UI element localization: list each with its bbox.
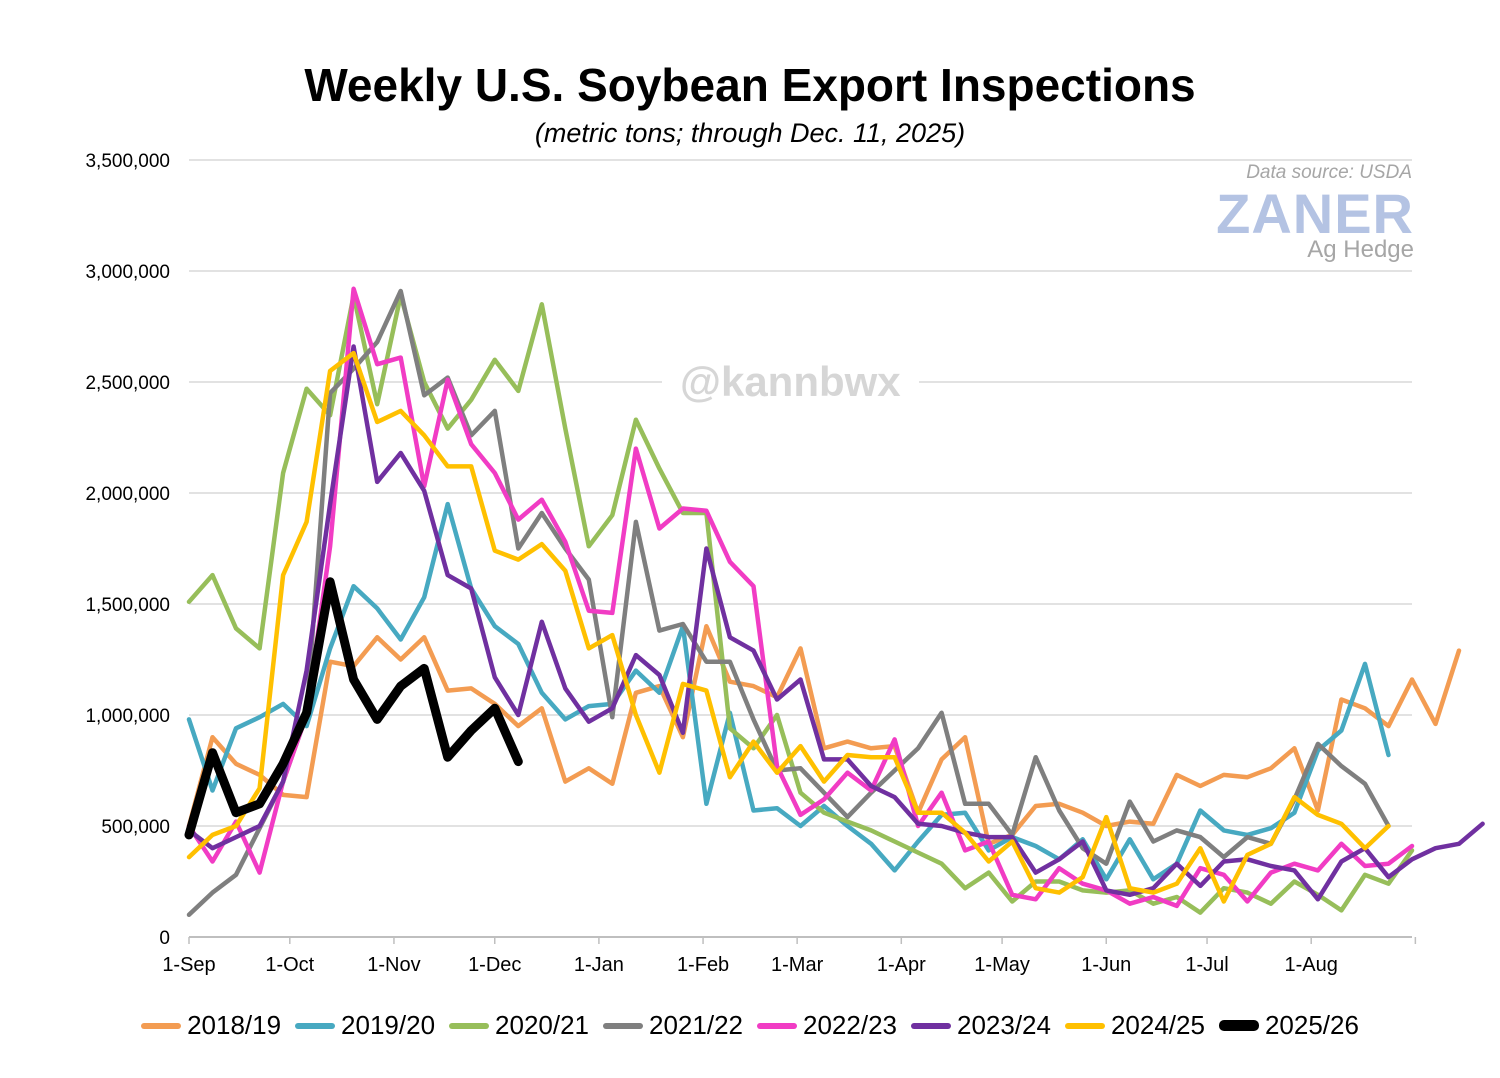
legend-swatch <box>141 1022 182 1029</box>
legend-item-2018-19: 2018/19 <box>141 1010 281 1041</box>
series-line-2020-21 <box>186 293 1415 915</box>
x-tick-label: 1-Apr <box>877 954 926 976</box>
series-line-2023-24 <box>186 344 1485 902</box>
legend-swatch <box>910 1022 951 1029</box>
x-tick-label: 1-Feb <box>677 954 729 976</box>
x-tick-label: 1-Nov <box>367 954 420 976</box>
series-line-2021-22 <box>186 288 1391 918</box>
series-line-2025-26 <box>184 577 523 840</box>
y-tick-label: 2,500,000 <box>85 373 170 394</box>
legend-label: 2020/21 <box>495 1010 590 1040</box>
y-tick-label: 3,500,000 <box>85 151 170 172</box>
legend-item-2025-26: 2025/26 <box>1218 1010 1359 1041</box>
legend-swatch <box>1218 1020 1259 1031</box>
x-tick-label: 1-Jun <box>1081 954 1131 976</box>
legend-swatch <box>1064 1022 1105 1029</box>
y-tick-label: 1,500,000 <box>85 595 170 616</box>
legend-label: 2018/19 <box>187 1010 282 1040</box>
y-tick-label: 3,000,000 <box>85 262 170 283</box>
gridlines <box>189 159 1412 827</box>
x-tick-label: 1-May <box>974 954 1030 976</box>
y-tick-label: 2,000,000 <box>85 484 170 505</box>
chart-subtitle: (metric tons; through Dec. 11, 2025) <box>534 118 966 148</box>
y-tick-label: 500,000 <box>101 817 170 838</box>
legend-item-2022-23: 2022/23 <box>757 1010 897 1041</box>
x-tick-label: 1-Aug <box>1285 954 1338 976</box>
y-tick-label: 1,000,000 <box>85 706 170 727</box>
legend: 2018/19 2019/20 2020/21 2021/22 2022/23 2023/… <box>0 1010 1500 1041</box>
legend-label: 2024/25 <box>1110 1010 1205 1040</box>
series-lines <box>184 286 1485 918</box>
watermark-handle: @kannbwx <box>662 358 919 406</box>
source-note: Data source: USDA <box>1246 162 1412 183</box>
x-tick-label: 1-Dec <box>468 954 521 976</box>
y-tick-label: 0 <box>159 928 170 949</box>
brand-logo: ZANER Ag Hedge <box>1216 186 1414 262</box>
legend-swatch <box>603 1022 644 1029</box>
legend-label: 2021/22 <box>649 1010 743 1040</box>
legend-swatch <box>449 1022 490 1029</box>
logo-main-text: ZANER <box>1216 182 1414 245</box>
axes: 0 500,000 1,000,000 1,500,000 2,000,000 2,500… <box>85 151 1417 976</box>
x-tick-label: 1-Sep <box>162 954 215 976</box>
legend-swatch <box>757 1022 797 1029</box>
legend-item-2024-25: 2024/25 <box>1064 1010 1205 1041</box>
series-line-2024-25 <box>186 350 1391 904</box>
series-line-2019-20 <box>186 501 1391 882</box>
legend-swatch <box>295 1022 336 1029</box>
legend-item-2019-20: 2019/20 <box>295 1010 435 1041</box>
legend-label: 2023/24 <box>956 1010 1051 1040</box>
x-tick-label: 1-Oct <box>265 954 314 976</box>
logo-sub-text: Ag Hedge <box>1307 236 1414 263</box>
legend-label: 2025/26 <box>1264 1010 1359 1040</box>
legend-item-2021-22: 2021/22 <box>603 1010 743 1041</box>
series-line-2018-19 <box>186 623 1462 847</box>
chart-title: Weekly U.S. Soybean Export Inspections <box>304 59 1196 111</box>
x-tick-label: 1-Jan <box>574 954 624 976</box>
legend-item-2023-24: 2023/24 <box>910 1010 1051 1041</box>
legend-item-2020-21: 2020/21 <box>449 1010 589 1041</box>
legend-label: 2019/20 <box>341 1010 436 1040</box>
legend-label: 2022/23 <box>803 1010 897 1040</box>
x-tick-label: 1-Jul <box>1185 954 1228 976</box>
x-tick-label: 1-Mar <box>771 954 824 976</box>
